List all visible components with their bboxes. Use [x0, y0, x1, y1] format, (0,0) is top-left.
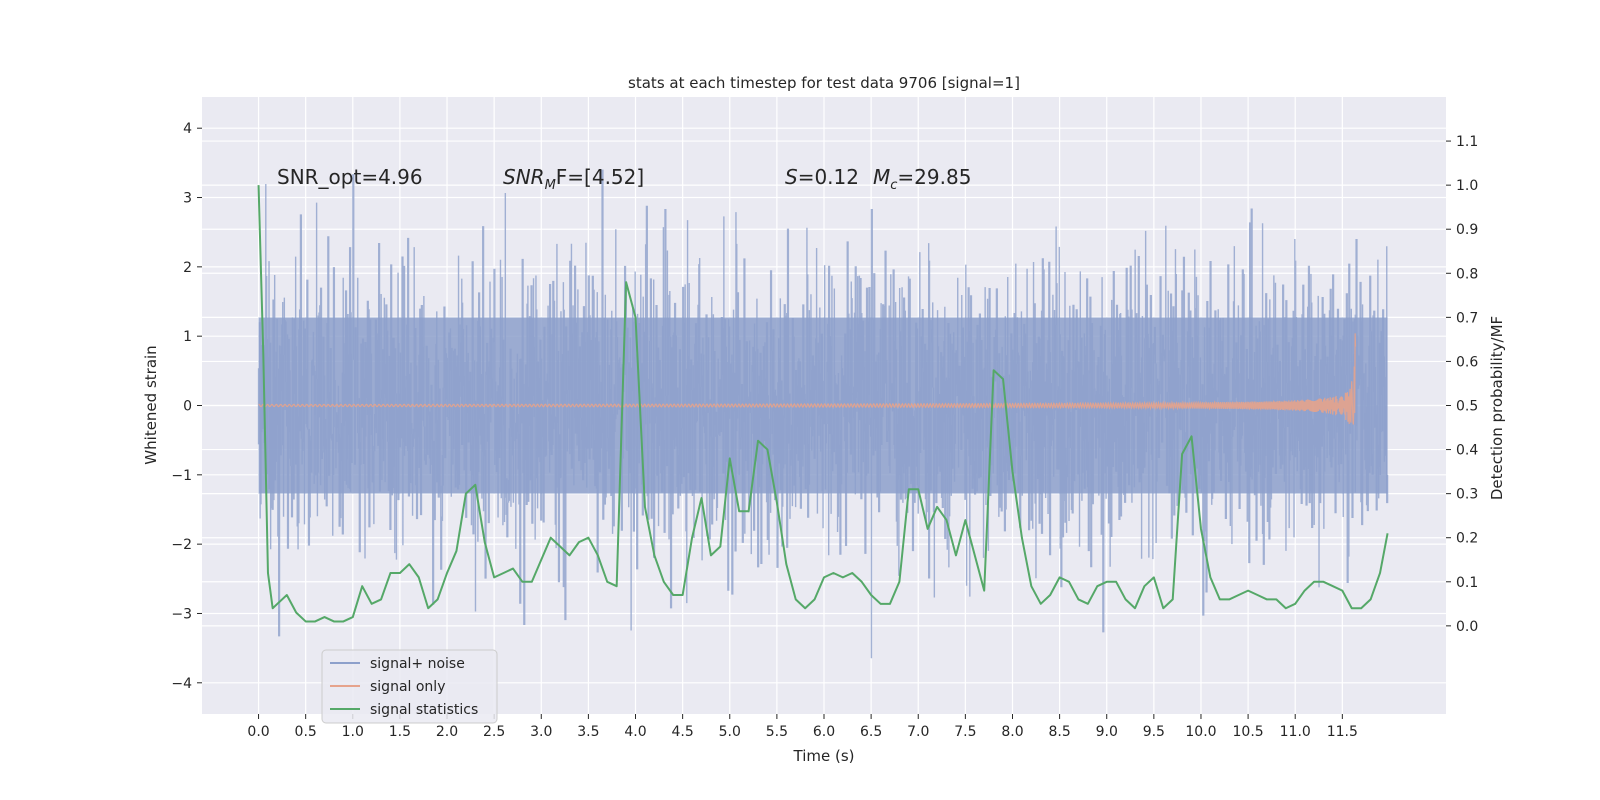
x-tick-label: 6.5 — [860, 724, 882, 740]
right-y-tick-label: 0.1 — [1456, 575, 1478, 591]
left-y-tick-label: −1 — [171, 468, 192, 484]
x-tick-label: 4.5 — [672, 724, 694, 740]
legend-label-signal-statistics: signal statistics — [370, 702, 478, 718]
right-y-tick-label: 0.6 — [1456, 354, 1478, 370]
x-tick-label: 8.0 — [1001, 724, 1023, 740]
x-tick-label: 0.5 — [295, 724, 317, 740]
x-tick-label: 5.0 — [719, 724, 741, 740]
right-y-tick-label: 0.4 — [1456, 443, 1478, 459]
x-tick-label: 0.0 — [247, 724, 269, 740]
right-y-tick-label: 1.1 — [1456, 134, 1478, 150]
x-tick-label: 7.5 — [954, 724, 976, 740]
x-tick-label: 11.0 — [1280, 724, 1311, 740]
annotation-mc-sub: c — [890, 178, 897, 193]
x-tick-label: 7.0 — [907, 724, 929, 740]
x-tick-label: 2.5 — [483, 724, 505, 740]
x-tick-label: 10.0 — [1185, 724, 1216, 740]
left-y-tick-label: 0 — [183, 399, 192, 415]
legend-label-signal-noise: signal+ noise — [370, 656, 465, 672]
annotation-s-value: =0.12 — [798, 165, 859, 189]
right-y-tick-label: 0.8 — [1456, 266, 1478, 282]
left-y-tick-label: 2 — [183, 260, 192, 276]
legend-box — [321, 649, 498, 724]
annotation-snr-mf-sub: M — [545, 178, 556, 193]
x-tick-label: 1.5 — [389, 724, 411, 740]
annotations: SNR_opt=4.96 SNRMF=[4.52] S=0.12 Mc=29.85 — [277, 165, 971, 193]
legend-label-signal-only: signal only — [370, 679, 445, 695]
x-tick-label: 10.5 — [1233, 724, 1264, 740]
x-tick-label: 3.5 — [577, 724, 599, 740]
x-tick-label: 1.0 — [342, 724, 364, 740]
x-tick-label: 2.0 — [436, 724, 458, 740]
left-y-axis-ticks: −4 −3 −2 −1 0 1 2 3 4 — [171, 121, 202, 692]
x-axis-label: Time (s) — [793, 747, 855, 765]
annotation-snr-opt: SNR_opt=4.96 — [277, 165, 423, 189]
x-tick-label: 8.5 — [1048, 724, 1070, 740]
annotation-snr-mf-suffix: F=[4.52] — [556, 165, 644, 189]
chart-title: stats at each timestep for test data 970… — [628, 74, 1020, 92]
right-y-tick-label: 0.7 — [1456, 310, 1478, 326]
annotation-mc: M — [873, 165, 890, 189]
right-y-tick-label: 0.0 — [1456, 619, 1478, 635]
right-y-tick-label: 0.3 — [1456, 487, 1478, 503]
annotation-s-mc: S=0.12 Mc=29.85 — [785, 165, 971, 193]
signal-statistics-line — [257, 185, 1389, 623]
annotation-mc-value: =29.85 — [897, 165, 971, 189]
annotation-s: S — [785, 165, 798, 189]
x-tick-label: 3.0 — [530, 724, 552, 740]
right-y-axis-label: Detection probability/MF — [1488, 316, 1506, 500]
right-y-axis-ticks: 0.0 0.1 0.2 0.3 0.4 0.5 0.6 0.7 0.8 0.9 1.0 1.1 — [1446, 134, 1478, 635]
x-tick-label: 9.0 — [1096, 724, 1118, 740]
x-tick-label: 6.0 — [813, 724, 835, 740]
legend: signal+ noise signal only signal statist… — [321, 649, 498, 724]
right-y-tick-label: 1.0 — [1456, 178, 1478, 194]
left-y-tick-label: −2 — [171, 537, 192, 553]
x-tick-label: 5.5 — [766, 724, 788, 740]
left-y-tick-label: 1 — [183, 329, 192, 345]
right-y-tick-label: 0.2 — [1456, 531, 1478, 547]
annotation-snr-mf-prefix: SNR — [503, 165, 545, 189]
x-tick-label: 11.5 — [1327, 724, 1358, 740]
annotation-snr-mf: SNRMF=[4.52] — [503, 165, 644, 193]
left-y-tick-label: −4 — [171, 676, 192, 692]
right-y-tick-label: 0.9 — [1456, 222, 1478, 238]
left-y-tick-label: 4 — [183, 121, 192, 137]
left-y-tick-label: −3 — [171, 606, 192, 622]
signal-statistics-series — [257, 185, 1389, 623]
signal-only-trace — [258, 333, 1357, 425]
signal-only-series — [258, 333, 1357, 425]
right-y-tick-label: 0.5 — [1456, 399, 1478, 415]
x-tick-label: 9.5 — [1143, 724, 1165, 740]
x-tick-label: 4.0 — [624, 724, 646, 740]
x-axis-ticks: 0.0 0.5 1.0 1.5 2.0 2.5 3.0 3.5 4.0 4.5 5.0 5.5 6.0 6… — [247, 714, 1358, 740]
left-y-tick-label: 3 — [183, 191, 192, 207]
left-y-axis-label: Whitened strain — [142, 345, 160, 464]
